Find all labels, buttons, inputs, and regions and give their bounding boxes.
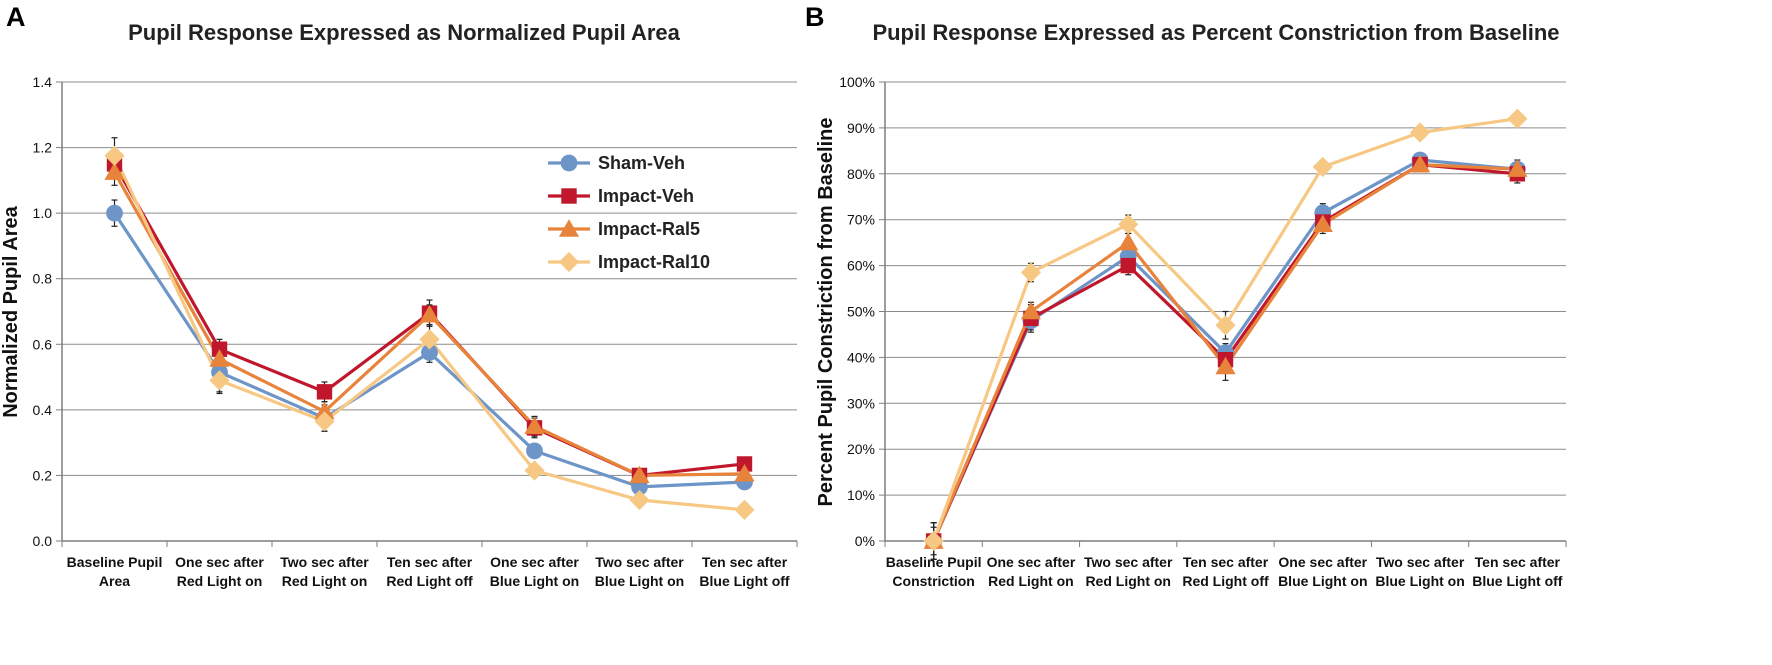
a-category-label: Red Light on xyxy=(282,573,368,589)
legend: Sham-Veh Impact-Veh Impact-Ral5 Impact-Ral1… xyxy=(548,153,710,273)
b-category-label: Baseline Pupil xyxy=(886,554,982,570)
legend-label-sham-veh: Sham-Veh xyxy=(598,153,685,173)
panel-a-title: Pupil Response Expressed as Normalized P… xyxy=(128,20,681,45)
b-category-label: Red Light on xyxy=(988,573,1074,589)
a-point-sham-veh xyxy=(106,204,123,222)
a-category-label: Two sec after xyxy=(280,554,369,570)
a-category-label: Area xyxy=(99,573,130,589)
b-category-label: Two sec after xyxy=(1376,554,1465,570)
a-point-impact-ral5 xyxy=(524,416,545,434)
a-category-label: Blue Light off xyxy=(699,573,790,589)
a-point-impact-ral10 xyxy=(734,499,755,520)
b-category-label: Red Light off xyxy=(1182,573,1269,589)
a-point-impact-ral5 xyxy=(314,401,335,420)
a-point-impact-ral5 xyxy=(629,465,650,484)
b-point-impact-ral5 xyxy=(1020,301,1042,320)
a-point-impact-ral10 xyxy=(419,329,440,350)
a-point-impact-veh xyxy=(316,384,333,400)
b-category-label: Blue Light off xyxy=(1472,573,1563,589)
a-category-label: Red Light off xyxy=(386,573,473,589)
b-point-impact-ral5 xyxy=(1507,159,1528,177)
b-ytick-label: 100% xyxy=(839,74,875,90)
legend-marker-sham-veh xyxy=(560,154,578,172)
b-point-impact-ral10 xyxy=(1507,108,1528,129)
panel-a-plot: 0.0 0.2 0.4 0.6 0.8 1.0 1.2 1.4 Baseline Pupil Ar… xyxy=(33,74,798,589)
legend-marker-impact-veh xyxy=(561,188,577,204)
b-point-impact-ral5 xyxy=(1409,154,1431,173)
b-category-label: Constriction xyxy=(892,573,974,589)
b-category-label: One sec after xyxy=(987,554,1076,570)
b-point-impact-ral5 xyxy=(1312,214,1333,232)
panel-b-letter: B xyxy=(805,2,825,32)
a-point-impact-ral5 xyxy=(104,162,125,180)
b-ytick-label: 80% xyxy=(847,166,875,182)
a-ytick-label: 1.0 xyxy=(33,205,53,221)
b-point-impact-ral5 xyxy=(1118,232,1139,251)
b-category-label: Two sec after xyxy=(1084,554,1173,570)
b-ytick-label: 90% xyxy=(847,120,875,136)
panel-a-ylabel: Normalized Pupil Area xyxy=(0,205,22,417)
a-category-label: Ten sec after xyxy=(387,554,473,570)
b-category-label: One sec after xyxy=(1278,554,1367,570)
a-point-impact-ral10 xyxy=(209,370,230,391)
a-point-impact-ral10 xyxy=(524,460,545,481)
b-ytick-label: 40% xyxy=(847,349,875,365)
a-point-impact-ral5 xyxy=(419,304,440,323)
panel-b-title: Pupil Response Expressed as Percent Cons… xyxy=(872,20,1559,45)
legend-label-impact-veh: Impact-Veh xyxy=(598,186,694,206)
b-point-impact-ral5 xyxy=(1215,356,1236,375)
a-point-sham-veh xyxy=(526,442,543,460)
a-ytick-label: 1.4 xyxy=(33,74,53,90)
panel-b-plot: 0% 10% 20% 30% 40% 50% 60% 70% 80% 90% 100% Baselin… xyxy=(839,74,1567,589)
b-ytick-label: 30% xyxy=(847,395,875,411)
panel-a-letter: A xyxy=(6,2,26,32)
a-category-label: One sec after xyxy=(490,554,579,570)
b-point-impact-ral10 xyxy=(923,530,944,552)
a-category-label: Ten sec after xyxy=(702,554,788,570)
legend-marker-impact-ral10 xyxy=(558,251,580,273)
b-point-impact-ral10 xyxy=(1215,315,1236,336)
b-ytick-label: 50% xyxy=(847,304,875,320)
b-point-impact-ral10 xyxy=(1312,156,1333,177)
legend-label-impact-ral10: Impact-Ral10 xyxy=(598,252,710,272)
a-category-label: Blue Light on xyxy=(490,573,579,589)
a-ytick-label: 0.6 xyxy=(33,336,53,352)
a-point-impact-ral5 xyxy=(209,349,230,367)
b-point-impact-veh xyxy=(1120,257,1136,274)
b-ytick-label: 70% xyxy=(847,212,875,228)
a-category-label: One sec after xyxy=(175,554,264,570)
b-ytick-label: 60% xyxy=(847,258,875,274)
a-point-sham-veh xyxy=(421,344,438,361)
b-category-label: Blue Light on xyxy=(1375,573,1464,589)
panel-b-ylabel: Percent Pupil Constriction from Baseline xyxy=(815,118,837,507)
a-ytick-label: 1.2 xyxy=(33,140,53,156)
a-point-impact-veh xyxy=(211,341,228,357)
legend-marker-impact-ral5 xyxy=(558,219,580,237)
b-ytick-label: 20% xyxy=(847,441,875,457)
a-ytick-label: 0.2 xyxy=(33,467,53,483)
b-category-label: Ten sec after xyxy=(1183,554,1269,570)
a-point-impact-ral10 xyxy=(629,489,650,511)
a-category-label: Blue Light on xyxy=(595,573,684,589)
a-ytick-label: 0.8 xyxy=(33,271,53,287)
b-point-impact-ral10 xyxy=(1020,262,1042,283)
a-point-impact-ral5 xyxy=(734,463,755,482)
b-category-label: Red Light on xyxy=(1085,573,1171,589)
legend-label-impact-ral5: Impact-Ral5 xyxy=(598,219,700,239)
b-category-label: Ten sec after xyxy=(1475,554,1561,570)
b-point-impact-ral10 xyxy=(1118,214,1139,235)
b-category-label: Blue Light on xyxy=(1278,573,1367,589)
a-point-impact-veh xyxy=(736,456,753,472)
a-category-label: Two sec after xyxy=(595,554,684,570)
a-ytick-label: 0.0 xyxy=(33,533,53,549)
a-category-label: Baseline Pupil xyxy=(67,554,163,570)
a-point-impact-ral10 xyxy=(314,411,335,432)
a-ytick-label: 0.4 xyxy=(33,402,53,418)
a-category-label: Red Light on xyxy=(177,573,263,589)
b-point-impact-ral10 xyxy=(1409,122,1431,143)
b-ytick-label: 10% xyxy=(847,487,875,503)
a-point-impact-ral10 xyxy=(104,145,125,166)
b-ytick-label: 0% xyxy=(855,533,875,549)
